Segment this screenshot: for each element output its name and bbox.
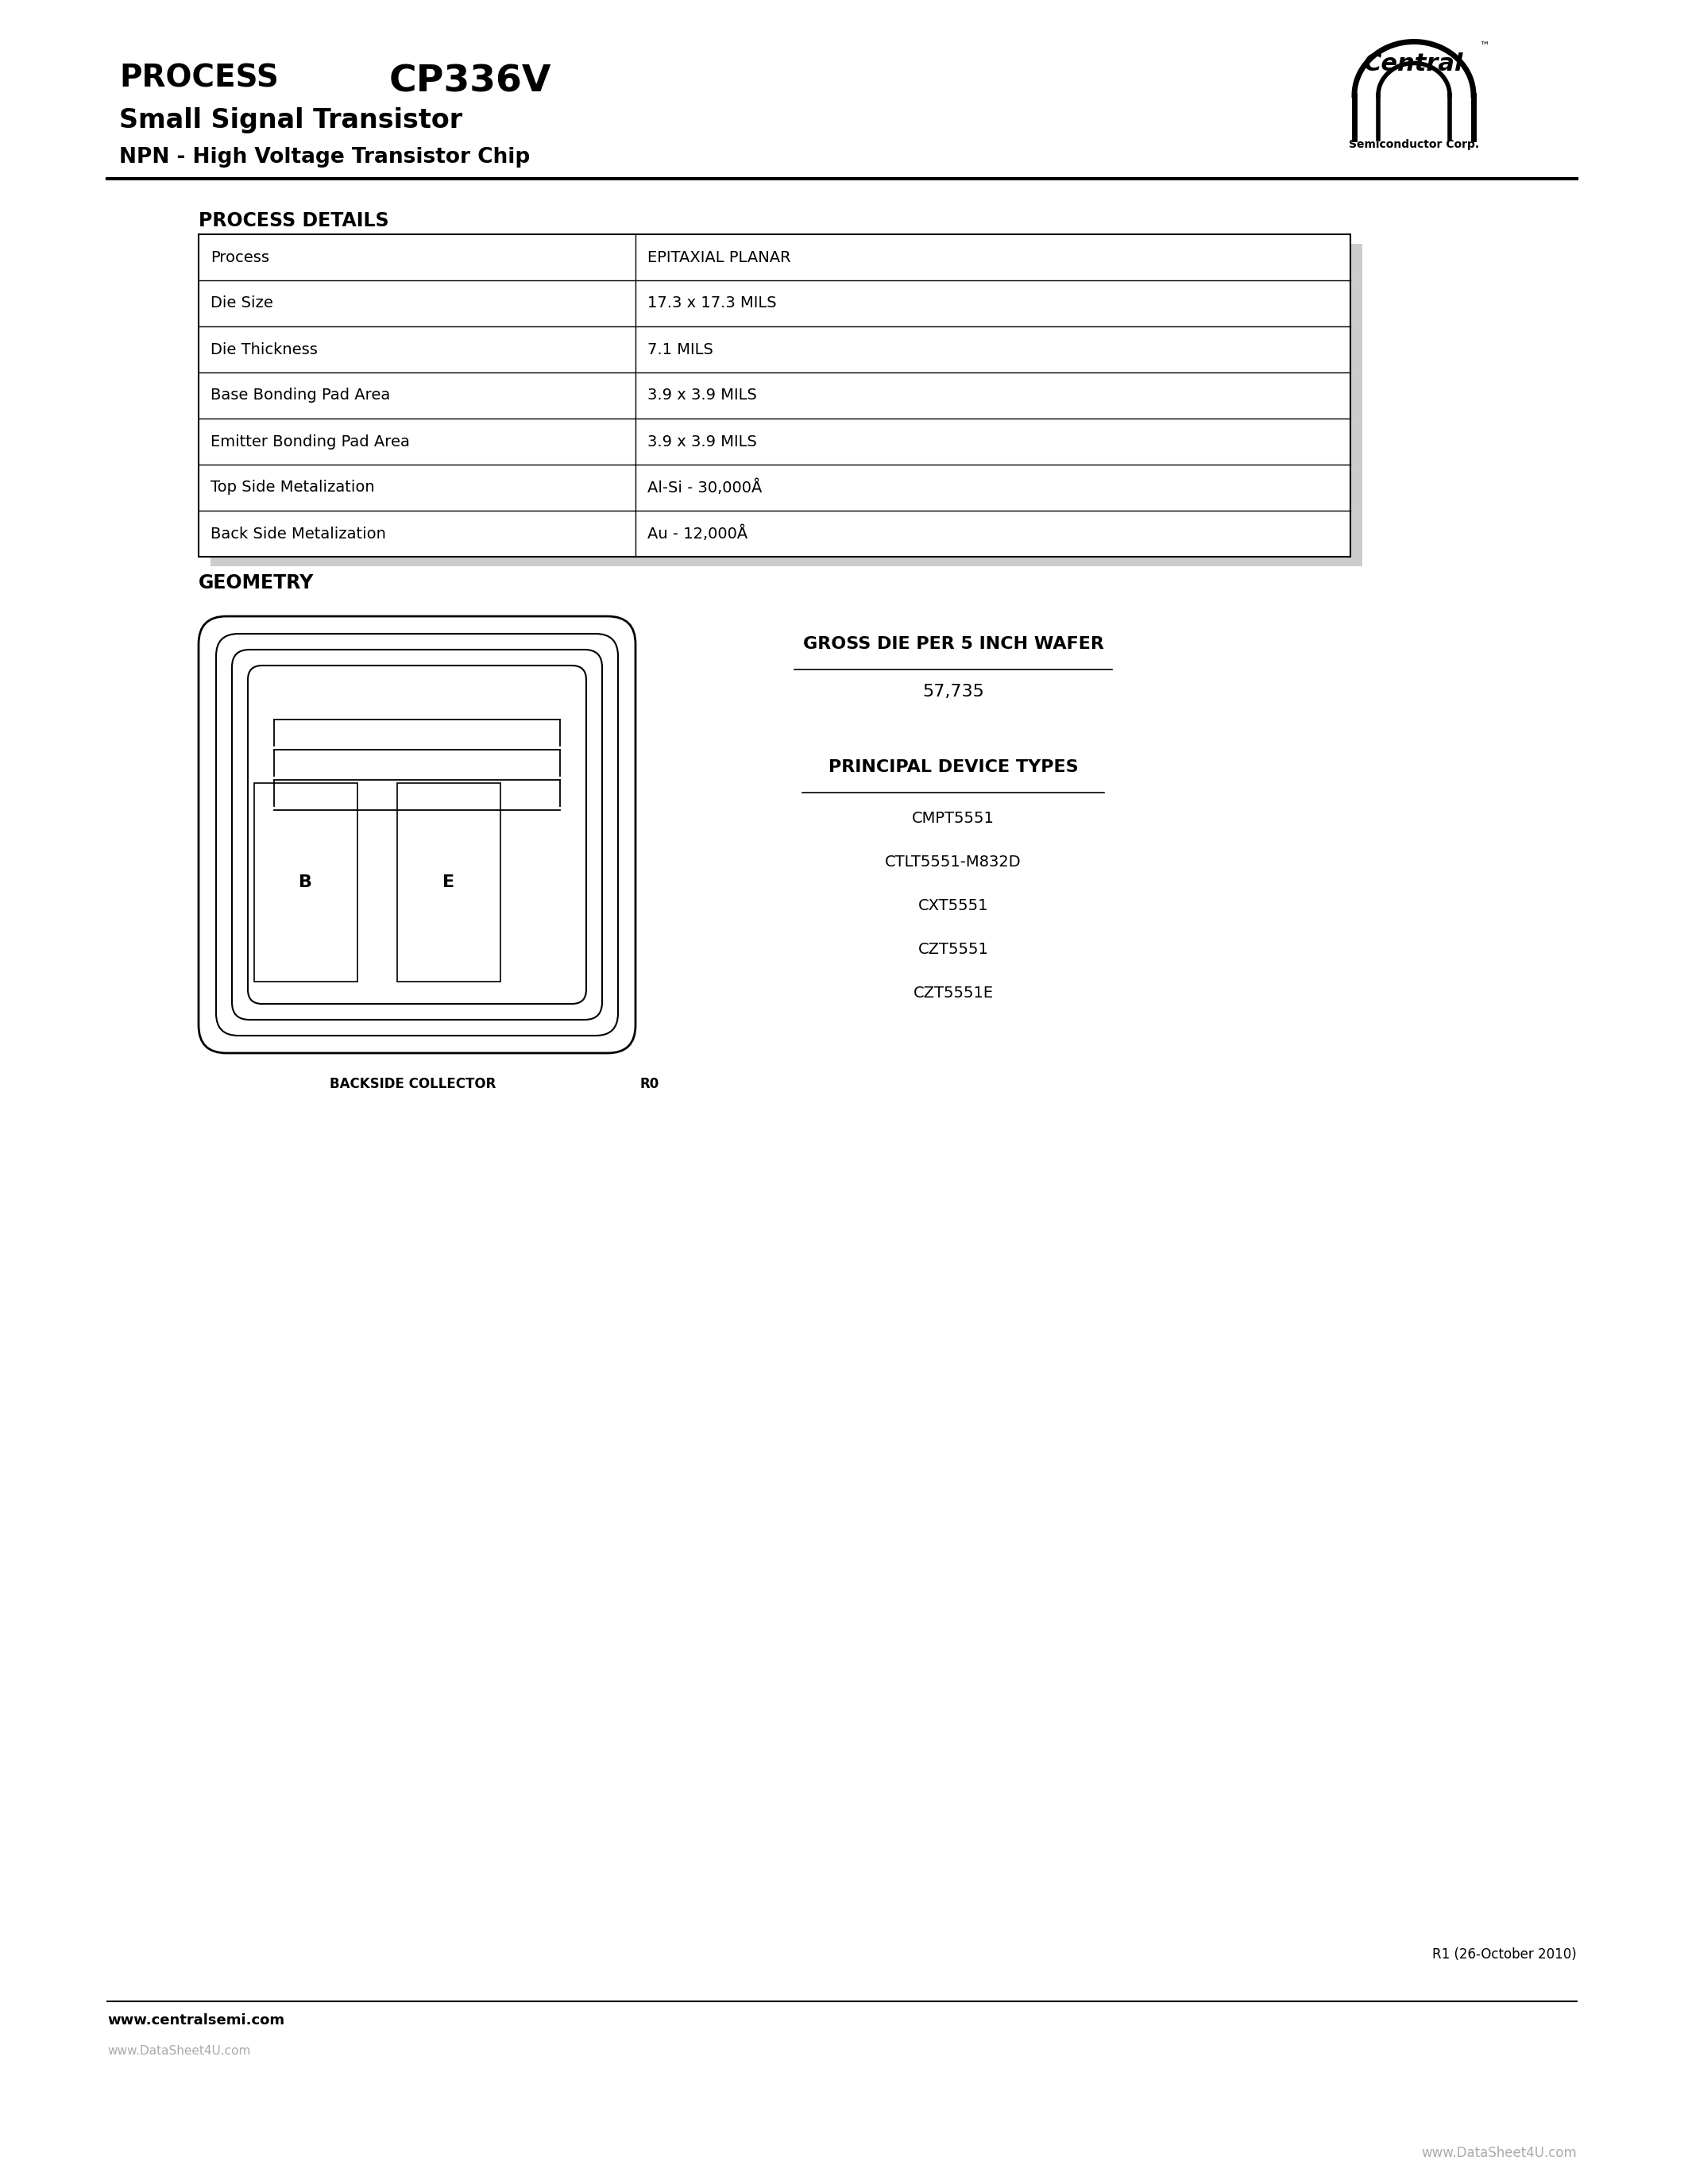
Text: PROCESS DETAILS: PROCESS DETAILS [199, 212, 388, 229]
Text: Process: Process [211, 249, 270, 264]
Bar [199, 373, 1350, 419]
Text: CZT5551E: CZT5551E [913, 985, 993, 1000]
Text: www.DataSheet4U.com: www.DataSheet4U.com [108, 2044, 250, 2057]
Text: Central: Central [1364, 52, 1463, 76]
Text: ™: ™ [1479, 41, 1489, 52]
Bar [397, 784, 500, 981]
Text: CZT5551: CZT5551 [918, 941, 989, 957]
Text: 7.1 MILS: 7.1 MILS [648, 343, 714, 356]
Text: EPITAXIAL PLANAR: EPITAXIAL PLANAR [648, 249, 792, 264]
Text: Back Side Metalization: Back Side Metalization [211, 526, 387, 542]
Bar [199, 465, 1350, 511]
Text: Al-Si - 30,000Å: Al-Si - 30,000Å [648, 480, 761, 496]
Text: Semiconductor Corp.: Semiconductor Corp. [1349, 140, 1479, 151]
Text: GEOMETRY: GEOMETRY [199, 574, 314, 592]
Text: CP336V: CP336V [390, 63, 552, 98]
Text: Base Bonding Pad Area: Base Bonding Pad Area [211, 389, 390, 404]
Text: 3.9 x 3.9 MILS: 3.9 x 3.9 MILS [648, 435, 756, 450]
Text: R0: R0 [640, 1077, 658, 1092]
Bar [199, 511, 1350, 557]
Text: B: B [299, 874, 312, 891]
Text: PROCESS: PROCESS [120, 63, 279, 94]
Text: GROSS DIE PER 5 INCH WAFER: GROSS DIE PER 5 INCH WAFER [803, 636, 1104, 653]
Text: CTLT5551-M832D: CTLT5551-M832D [885, 854, 1021, 869]
Text: E: E [442, 874, 454, 891]
Text: Small Signal Transistor: Small Signal Transistor [120, 107, 463, 133]
Text: 57,735: 57,735 [922, 684, 984, 699]
Text: CMPT5551: CMPT5551 [912, 810, 994, 826]
Text: NPN - High Voltage Transistor Chip: NPN - High Voltage Transistor Chip [120, 146, 530, 168]
Bar [199, 325, 1350, 373]
Bar [211, 245, 1362, 566]
Bar [199, 234, 1350, 280]
Text: 17.3 x 17.3 MILS: 17.3 x 17.3 MILS [648, 295, 776, 310]
Bar [255, 784, 358, 981]
Text: www.centralsemi.com: www.centralsemi.com [108, 2014, 285, 2027]
Bar [199, 234, 1350, 557]
Text: CXT5551: CXT5551 [918, 898, 989, 913]
Text: R1 (26-October 2010): R1 (26-October 2010) [1433, 1948, 1577, 1961]
Text: BACKSIDE COLLECTOR: BACKSIDE COLLECTOR [329, 1077, 496, 1092]
Text: www.DataSheet4U.com: www.DataSheet4U.com [1421, 2147, 1577, 2160]
Bar [199, 419, 1350, 465]
Text: Die Size: Die Size [211, 295, 273, 310]
Text: PRINCIPAL DEVICE TYPES: PRINCIPAL DEVICE TYPES [829, 760, 1079, 775]
Text: Die Thickness: Die Thickness [211, 343, 317, 356]
Text: Top Side Metalization: Top Side Metalization [211, 480, 375, 496]
Text: Au - 12,000Å: Au - 12,000Å [648, 526, 748, 542]
Bar [199, 280, 1350, 325]
Text: Emitter Bonding Pad Area: Emitter Bonding Pad Area [211, 435, 410, 450]
Text: 3.9 x 3.9 MILS: 3.9 x 3.9 MILS [648, 389, 756, 404]
